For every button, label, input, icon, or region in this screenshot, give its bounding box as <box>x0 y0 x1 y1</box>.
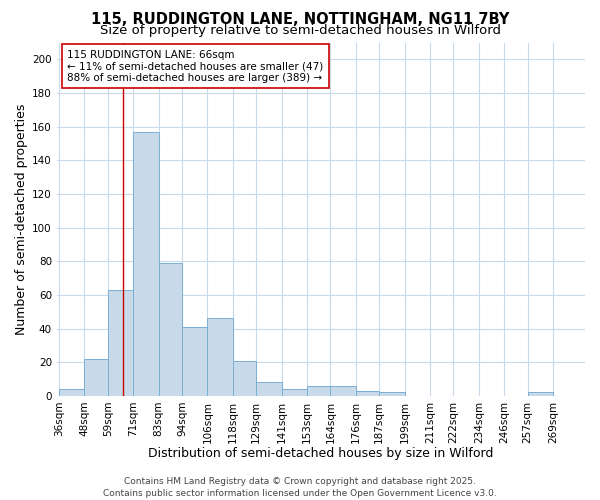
Bar <box>528 392 553 396</box>
Bar <box>59 389 85 396</box>
Text: 115, RUDDINGTON LANE, NOTTINGHAM, NG11 7BY: 115, RUDDINGTON LANE, NOTTINGHAM, NG11 7… <box>91 12 509 28</box>
Bar <box>281 389 307 396</box>
Bar <box>379 392 404 396</box>
Bar <box>85 359 107 396</box>
Text: Contains HM Land Registry data © Crown copyright and database right 2025.
Contai: Contains HM Land Registry data © Crown c… <box>103 476 497 498</box>
Bar <box>182 327 208 396</box>
Bar <box>356 391 379 396</box>
Bar <box>107 290 133 396</box>
Bar <box>307 386 331 396</box>
Bar <box>208 318 233 396</box>
Bar <box>256 382 281 396</box>
Text: Size of property relative to semi-detached houses in Wilford: Size of property relative to semi-detach… <box>100 24 500 37</box>
Bar <box>331 386 356 396</box>
Text: 115 RUDDINGTON LANE: 66sqm
← 11% of semi-detached houses are smaller (47)
88% of: 115 RUDDINGTON LANE: 66sqm ← 11% of semi… <box>67 50 323 83</box>
Bar <box>158 263 182 396</box>
Bar <box>233 360 256 396</box>
Bar <box>133 132 158 396</box>
X-axis label: Distribution of semi-detached houses by size in Wilford: Distribution of semi-detached houses by … <box>148 447 494 460</box>
Y-axis label: Number of semi-detached properties: Number of semi-detached properties <box>15 104 28 335</box>
